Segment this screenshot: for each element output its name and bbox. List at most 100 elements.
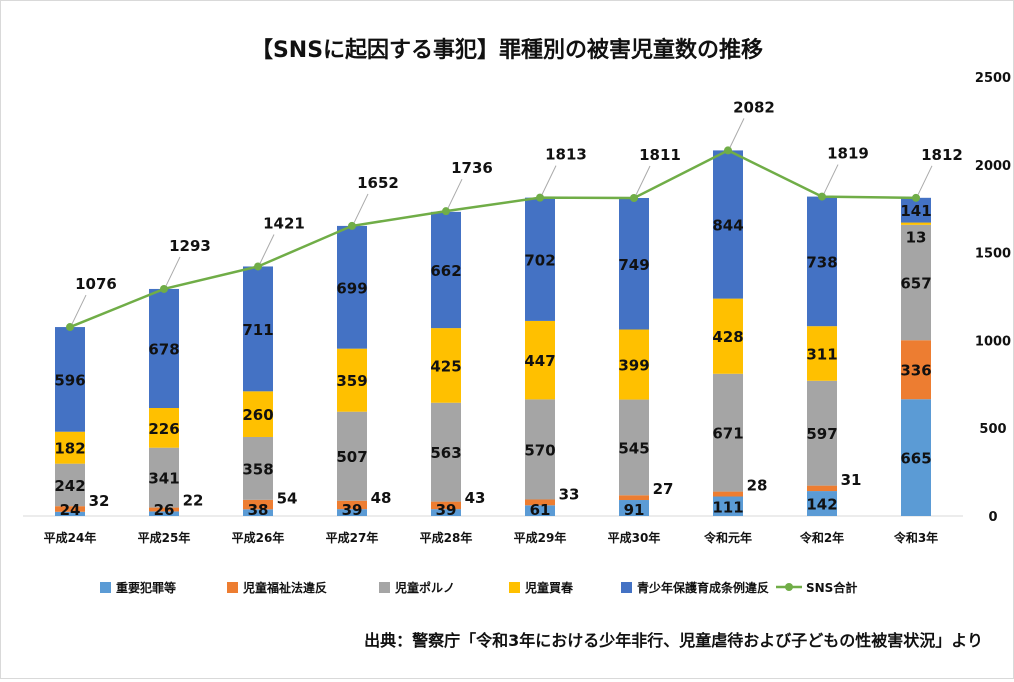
bar-data-label: 570 — [524, 441, 555, 459]
bar-segment[interactable] — [807, 326, 837, 381]
bar-segment[interactable] — [619, 500, 649, 516]
legend-label[interactable]: 青少年保護育成条例違反 — [637, 580, 769, 595]
bar-segment[interactable] — [807, 491, 837, 516]
bar-segment[interactable] — [525, 399, 555, 500]
bar-segment[interactable] — [149, 447, 179, 508]
bar-segment[interactable] — [901, 197, 931, 223]
total-line-point[interactable] — [66, 323, 74, 332]
legend-label[interactable]: 児童福祉法違反 — [242, 580, 327, 595]
bar-segment[interactable] — [243, 509, 273, 516]
bar-segment[interactable] — [713, 150, 743, 299]
legend-label[interactable]: 重要犯罪等 — [116, 580, 176, 595]
total-line-point[interactable] — [912, 193, 920, 202]
total-line-point[interactable] — [442, 207, 450, 216]
bar-segment[interactable] — [243, 391, 273, 437]
bar-segment[interactable] — [243, 499, 273, 510]
total-line-point[interactable] — [536, 193, 544, 202]
bar-segment[interactable] — [243, 436, 273, 500]
bar-segment[interactable] — [55, 506, 85, 512]
bar-segment[interactable] — [337, 348, 367, 412]
bar-segment[interactable] — [431, 509, 461, 516]
bar-segment[interactable] — [243, 266, 273, 392]
bar-segment[interactable] — [149, 288, 179, 409]
bar-segment[interactable] — [713, 496, 743, 516]
bar-data-label: 359 — [336, 372, 367, 390]
total-data-label: 1293 — [169, 237, 211, 255]
bar-segment[interactable] — [149, 507, 179, 512]
bar-segment[interactable] — [807, 380, 837, 486]
total-data-label: 1813 — [545, 146, 587, 164]
total-line-point[interactable] — [818, 192, 826, 201]
bar-segment[interactable] — [431, 211, 461, 329]
legend-label[interactable]: SNS合計 — [806, 580, 857, 595]
bar-data-label: 447 — [524, 352, 555, 370]
bar-segment[interactable] — [525, 505, 555, 516]
bar-segment[interactable] — [807, 196, 837, 327]
bar-data-label: 182 — [54, 440, 85, 458]
label-leader — [447, 178, 463, 209]
total-data-label: 1812 — [921, 146, 963, 164]
label-leader — [541, 165, 557, 195]
bar-segment[interactable] — [713, 298, 743, 374]
bar-segment[interactable] — [525, 320, 555, 400]
total-data-label: 1811 — [639, 146, 681, 164]
bar-segment[interactable] — [431, 328, 461, 403]
total-data-label: 1819 — [827, 145, 869, 163]
bar-data-label: 142 — [806, 496, 837, 514]
bar-segment[interactable] — [901, 224, 931, 341]
bar-segment[interactable] — [807, 485, 837, 492]
bar-data-label: 26 — [154, 501, 175, 519]
bar-segment[interactable] — [55, 327, 85, 432]
y-tick-label: 1500 — [975, 247, 1011, 262]
legend-label[interactable]: 児童ポルノ — [394, 580, 455, 595]
bar-segment[interactable] — [55, 431, 85, 464]
total-line-point[interactable] — [160, 284, 168, 293]
bar-segment[interactable] — [337, 509, 367, 516]
bar-segment[interactable] — [149, 511, 179, 516]
bar-data-label: 336 — [900, 362, 931, 380]
bar-data-label: 507 — [336, 448, 367, 466]
bar-segment[interactable] — [901, 399, 931, 516]
total-line-point[interactable] — [630, 193, 638, 202]
bar-data-label: 54 — [277, 489, 298, 507]
bar-data-label: 91 — [624, 501, 645, 519]
bar-segment[interactable] — [619, 399, 649, 496]
bar-segment[interactable] — [525, 197, 555, 321]
bar-segment[interactable] — [337, 225, 367, 349]
label-leader — [259, 234, 275, 264]
label-leader — [729, 118, 745, 148]
bar-segment[interactable] — [619, 495, 649, 501]
y-tick-label: 1000 — [975, 334, 1011, 349]
bar-data-label: 24 — [60, 501, 81, 519]
bar-segment[interactable] — [713, 491, 743, 497]
bar-segment[interactable] — [619, 197, 649, 330]
total-line-point[interactable] — [348, 221, 356, 230]
bar-data-label: 678 — [148, 340, 179, 358]
x-tick-label: 平成28年 — [420, 530, 473, 545]
bar-data-label: 341 — [148, 470, 179, 488]
label-leader — [353, 193, 369, 224]
legend-swatch — [509, 582, 520, 593]
label-leader — [71, 294, 87, 325]
bar-segment[interactable] — [431, 501, 461, 510]
bar-segment[interactable] — [337, 500, 367, 510]
bar-segment[interactable] — [337, 411, 367, 501]
bar-segment[interactable] — [619, 329, 649, 400]
x-tick-label: 平成26年 — [232, 530, 285, 545]
bar-segment[interactable] — [901, 340, 931, 400]
bar-segment[interactable] — [901, 222, 931, 225]
bar-data-label: 39 — [342, 501, 363, 519]
legend-label[interactable]: 児童買春 — [524, 580, 574, 595]
bar-segment[interactable] — [525, 499, 555, 506]
bar-segment[interactable] — [431, 402, 461, 502]
bar-segment[interactable] — [55, 463, 85, 507]
bar-segment[interactable] — [713, 373, 743, 492]
source-note: 出典：警察庁「令和3年における少年非行、児童虐待および子どもの性被害状況」より — [364, 631, 983, 650]
bar-segment[interactable] — [149, 408, 179, 448]
bar-segment[interactable] — [55, 511, 85, 516]
x-tick-label: 令和元年 — [703, 530, 752, 545]
bar-data-label: 711 — [242, 321, 273, 339]
bar-data-label: 671 — [712, 425, 743, 443]
total-line-point[interactable] — [254, 262, 262, 271]
total-line-point[interactable] — [724, 146, 732, 155]
